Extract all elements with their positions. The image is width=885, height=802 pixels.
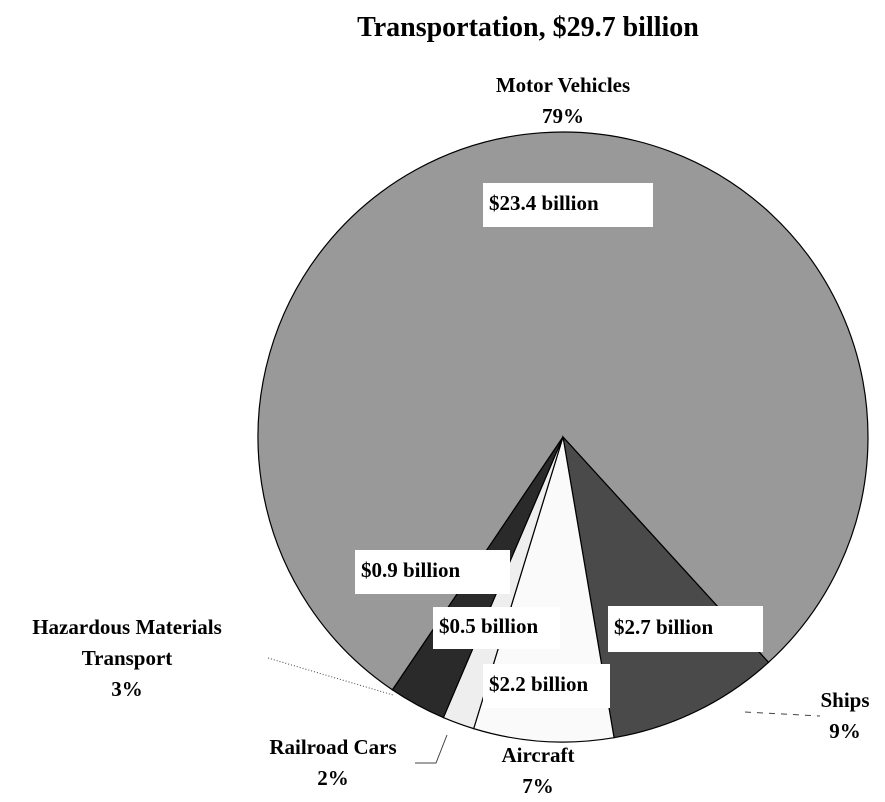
category-label: Ships xyxy=(820,688,870,712)
value-label-box xyxy=(433,607,560,649)
value-label: $0.5 billion xyxy=(439,614,539,638)
category-label: Hazardous Materials Transport xyxy=(32,615,222,670)
value-label: $2.7 billion xyxy=(614,615,714,639)
leader-line xyxy=(744,711,821,717)
value-label: $23.4 billion xyxy=(489,191,599,215)
value-label: $0.9 billion xyxy=(361,558,461,582)
value-label: $2.2 billion xyxy=(489,672,589,696)
percent-label: 2% xyxy=(317,766,349,790)
leader-line xyxy=(415,734,448,764)
percent-label: 79% xyxy=(542,104,584,128)
category-label: Aircraft xyxy=(501,743,575,767)
category-label: Railroad Cars xyxy=(269,735,397,759)
value-label-box xyxy=(483,183,653,227)
pie-slice xyxy=(562,435,770,739)
value-label-box xyxy=(483,664,610,708)
value-label-box xyxy=(608,606,763,652)
percent-label: 9% xyxy=(829,719,861,743)
percent-label: 7% xyxy=(522,774,554,798)
value-label-box xyxy=(355,550,510,594)
percent-label: 3% xyxy=(111,677,143,701)
leader-line xyxy=(267,657,394,696)
category-label: Motor Vehicles xyxy=(495,73,631,97)
chart-title: Transportation, $29.7 billion xyxy=(357,12,699,43)
